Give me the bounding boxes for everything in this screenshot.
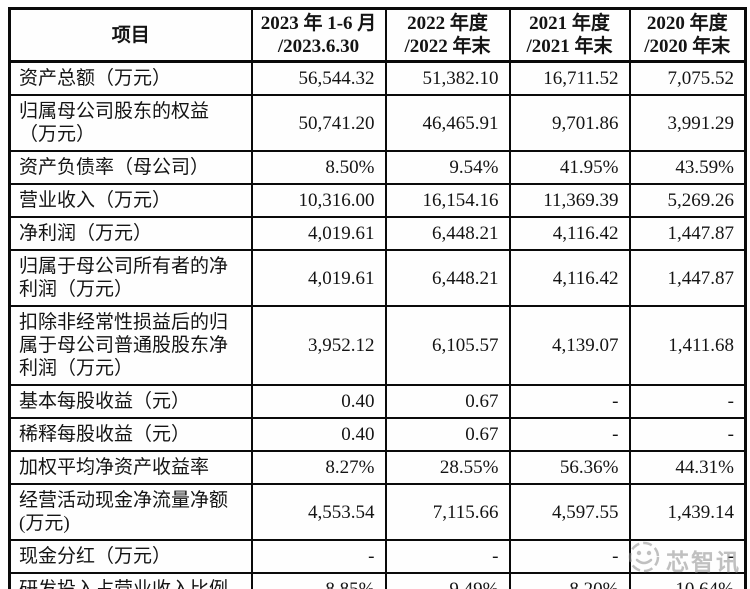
- row-cash-dividend: 现金分红（万元） - - - -: [8, 539, 747, 574]
- row-label: 现金分红（万元）: [8, 539, 253, 574]
- period-line2: /2020 年末: [644, 36, 731, 57]
- row-label: 净利润（万元）: [8, 216, 253, 251]
- column-header-item: 项目: [8, 7, 253, 63]
- cell-value: 46,465.91: [384, 94, 511, 152]
- cell-value: 9.49%: [384, 572, 511, 589]
- column-header-2020: 2020 年度 /2020 年末: [628, 7, 747, 63]
- cell-value: 9.54%: [384, 150, 511, 185]
- cell-value: 7,075.52: [628, 60, 747, 96]
- column-header-2022: 2022 年度 /2022 年末: [384, 7, 511, 63]
- cell-value: 1,411.68: [628, 305, 747, 386]
- row-label: 归属于母公司所有者的净利润（万元）: [8, 249, 253, 307]
- cell-value: 8.27%: [250, 450, 387, 485]
- period-line1: 2021 年度: [529, 13, 610, 34]
- row-label: 归属母公司股东的权益（万元）: [8, 94, 253, 152]
- cell-value: 1,447.87: [628, 216, 747, 251]
- cell-value: 43.59%: [628, 150, 747, 185]
- cell-value: 10.64%: [628, 572, 747, 589]
- cell-value: 3,991.29: [628, 94, 747, 152]
- row-label: 研发投入占营业收入比例: [8, 572, 253, 589]
- cell-value: 4,019.61: [250, 249, 387, 307]
- period-line2: /2021 年末: [526, 36, 613, 57]
- cell-value: 10,316.00: [250, 183, 387, 218]
- cell-value: 0.67: [384, 384, 511, 419]
- cell-value: -: [508, 417, 631, 452]
- row-label: 稀释每股收益（元）: [8, 417, 253, 452]
- cell-value: -: [508, 384, 631, 419]
- cell-value: 6,105.57: [384, 305, 511, 386]
- cell-value: 56.36%: [508, 450, 631, 485]
- row-label: 资产负债率（母公司）: [8, 150, 253, 185]
- row-weighted-roe: 加权平均净资产收益率 8.27% 28.55% 56.36% 44.31%: [8, 450, 747, 485]
- cell-value: 50,741.20: [250, 94, 387, 152]
- row-label: 资产总额（万元）: [8, 60, 253, 96]
- cell-value: 3,952.12: [250, 305, 387, 386]
- row-basic-eps: 基本每股收益（元） 0.40 0.67 - -: [8, 384, 747, 419]
- cell-value: 5,269.26: [628, 183, 747, 218]
- cell-value: 1,447.87: [628, 249, 747, 307]
- period-line1: 2023 年 1-6 月: [260, 13, 377, 34]
- cell-value: -: [628, 539, 747, 574]
- column-header-2021: 2021 年度 /2021 年末: [508, 7, 631, 63]
- period-line1: 2020 年度: [646, 13, 728, 34]
- cell-value: 16,711.52: [508, 60, 631, 96]
- cell-value: 16,154.16: [384, 183, 511, 218]
- cell-value: 6,448.21: [384, 216, 511, 251]
- row-net-profit: 净利润（万元） 4,019.61 6,448.21 4,116.42 1,447…: [8, 216, 747, 251]
- cell-value: 0.40: [250, 384, 387, 419]
- cell-value: 4,553.54: [250, 483, 387, 541]
- cell-value: 8.50%: [250, 150, 387, 185]
- row-operating-cash-flow: 经营活动现金净流量净额(万元) 4,553.54 7,115.66 4,597.…: [8, 483, 747, 541]
- row-parent-equity: 归属母公司股东的权益（万元） 50,741.20 46,465.91 9,701…: [8, 94, 747, 152]
- row-net-profit-attributable: 归属于母公司所有者的净利润（万元） 4,019.61 6,448.21 4,11…: [8, 249, 747, 307]
- cell-value: 4,597.55: [508, 483, 631, 541]
- cell-value: 1,439.14: [628, 483, 747, 541]
- period-line2: /2022 年末: [404, 36, 491, 57]
- cell-value: 0.40: [250, 417, 387, 452]
- column-header-2023h1: 2023 年 1-6 月 /2023.6.30: [250, 7, 387, 63]
- cell-value: 8.20%: [508, 572, 631, 589]
- period-line1: 2022 年度: [407, 13, 488, 34]
- cell-value: 8.85%: [250, 572, 387, 589]
- cell-value: 56,544.32: [250, 60, 387, 96]
- row-total-assets: 资产总额（万元） 56,544.32 51,382.10 16,711.52 7…: [8, 60, 747, 96]
- row-label: 基本每股收益（元）: [8, 384, 253, 419]
- row-label: 经营活动现金净流量净额(万元): [8, 483, 253, 541]
- cell-value: 11,369.39: [508, 183, 631, 218]
- row-label: 加权平均净资产收益率: [8, 450, 253, 485]
- period-line2: /2023.6.30: [277, 36, 360, 57]
- row-label: 扣除非经常性损益后的归属于母公司普通股股东净利润（万元）: [8, 305, 253, 386]
- cell-value: 0.67: [384, 417, 511, 452]
- cell-value: 4,139.07: [508, 305, 631, 386]
- cell-value: 51,382.10: [384, 60, 511, 96]
- row-rd-ratio: 研发投入占营业收入比例 8.85% 9.49% 8.20% 10.64%: [8, 572, 747, 589]
- cell-value: -: [384, 539, 511, 574]
- row-diluted-eps: 稀释每股收益（元） 0.40 0.67 - -: [8, 417, 747, 452]
- cell-value: 4,116.42: [508, 216, 631, 251]
- cell-value: 41.95%: [508, 150, 631, 185]
- cell-value: -: [508, 539, 631, 574]
- cell-value: 7,115.66: [384, 483, 511, 541]
- cell-value: -: [628, 384, 747, 419]
- row-debt-ratio: 资产负债率（母公司） 8.50% 9.54% 41.95% 43.59%: [8, 150, 747, 185]
- cell-value: 6,448.21: [384, 249, 511, 307]
- header-row: 项目 2023 年 1-6 月 /2023.6.30 2022 年度 /2022…: [8, 7, 747, 63]
- cell-value: -: [628, 417, 747, 452]
- cell-value: 28.55%: [384, 450, 511, 485]
- cell-value: -: [250, 539, 387, 574]
- row-net-profit-deducted: 扣除非经常性损益后的归属于母公司普通股股东净利润（万元） 3,952.12 6,…: [8, 305, 747, 386]
- cell-value: 9,701.86: [508, 94, 631, 152]
- cell-value: 44.31%: [628, 450, 747, 485]
- cell-value: 4,019.61: [250, 216, 387, 251]
- row-revenue: 营业收入（万元） 10,316.00 16,154.16 11,369.39 5…: [8, 183, 747, 218]
- financial-summary-table: 项目 2023 年 1-6 月 /2023.6.30 2022 年度 /2022…: [8, 7, 747, 589]
- cell-value: 4,116.42: [508, 249, 631, 307]
- row-label: 营业收入（万元）: [8, 183, 253, 218]
